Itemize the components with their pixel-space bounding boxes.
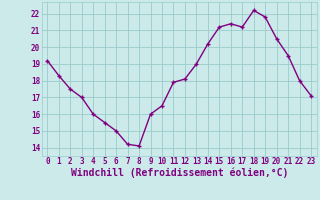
X-axis label: Windchill (Refroidissement éolien,°C): Windchill (Refroidissement éolien,°C)	[70, 168, 288, 178]
